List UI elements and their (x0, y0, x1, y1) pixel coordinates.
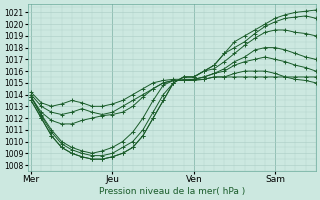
X-axis label: Pression niveau de la mer( hPa ): Pression niveau de la mer( hPa ) (99, 187, 245, 196)
